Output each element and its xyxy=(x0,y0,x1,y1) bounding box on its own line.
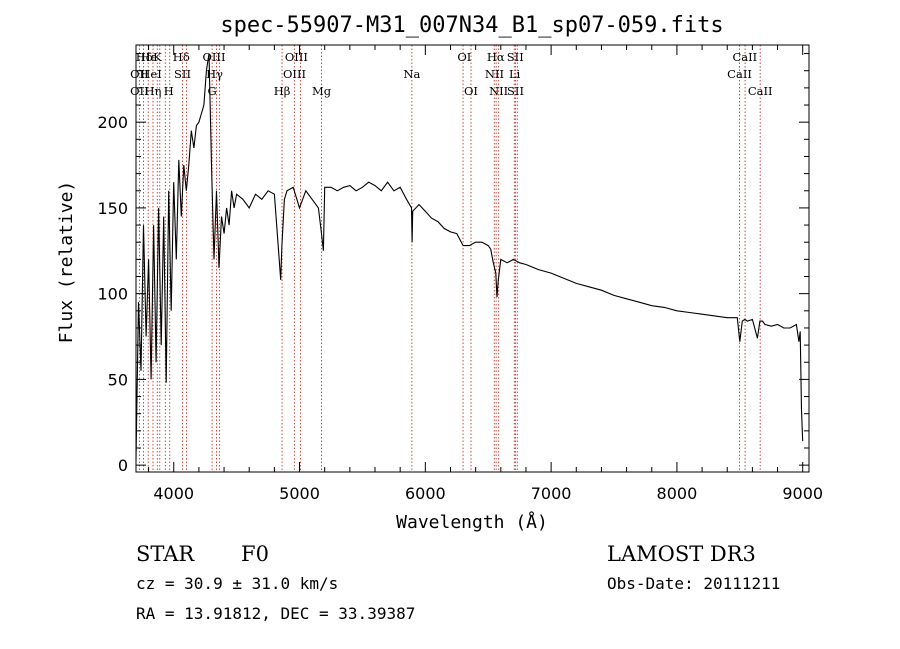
line-marker-label: K xyxy=(153,50,162,64)
spectrum-line xyxy=(135,53,804,461)
line-marker-label: Hγ xyxy=(206,67,223,81)
x-tick-label: 8000 xyxy=(657,484,698,503)
line-marker-label: SII xyxy=(507,50,524,64)
y-tick-label: 150 xyxy=(97,199,128,218)
x-axis-ticks: 4000 5000 6000 7000 8000 9000 xyxy=(148,45,823,503)
line-marker-label: Mg xyxy=(312,84,332,98)
plot-frame xyxy=(135,44,810,473)
line-marker-label: SII xyxy=(507,84,524,98)
y-tick-label: 0 xyxy=(118,456,128,475)
line-marker-label: CaII xyxy=(748,84,773,98)
survey-name: LAMOST DR3 xyxy=(607,542,756,566)
object-class: STAR xyxy=(136,542,195,566)
line-marker-label: Na xyxy=(403,67,420,81)
line-marker-label: OII xyxy=(130,67,149,81)
x-tick-label: 6000 xyxy=(405,484,446,503)
line-marker-label: OIII xyxy=(202,50,225,64)
line-marker-label: CaII xyxy=(727,67,752,81)
line-marker-label: OII xyxy=(130,84,149,98)
line-marker-label: Hε xyxy=(141,50,157,64)
line-marker-label: H xyxy=(164,84,174,98)
line-marker-label: CaII xyxy=(732,50,757,64)
x-axis-label: Wavelength (Å) xyxy=(396,511,548,533)
line-marker-label: OIII xyxy=(283,67,306,81)
x-tick-label: 4000 xyxy=(153,484,194,503)
line-marker-label: OI xyxy=(464,84,478,98)
y-tick-label: 50 xyxy=(108,370,128,389)
y-axis-ticks: 0 50 100 150 200 xyxy=(97,53,809,475)
line-marker-label: OI xyxy=(457,50,471,64)
y-axis-label: Flux (relative) xyxy=(56,181,77,344)
line-marker-label: Li xyxy=(509,67,521,81)
spectral-line-markers xyxy=(138,45,761,472)
line-marker-label: G xyxy=(208,84,217,98)
y-tick-label: 100 xyxy=(97,285,128,304)
line-marker-label: NII xyxy=(485,67,504,81)
line-marker-label: OIII xyxy=(285,50,308,64)
line-marker-label: Hδ xyxy=(173,50,190,64)
y-tick-label: 200 xyxy=(97,113,128,132)
line-marker-label: HeI xyxy=(140,67,161,81)
x-tick-label: 5000 xyxy=(279,484,320,503)
observation-date: Obs-Date: 20111211 xyxy=(607,574,780,593)
line-marker-label: Hα xyxy=(487,50,505,64)
redshift-value: cz = 30.9 ± 31.0 km/s xyxy=(136,574,338,593)
x-tick-label: 9000 xyxy=(782,484,823,503)
coordinates: RA = 13.91812, DEC = 33.39387 xyxy=(136,604,415,623)
spectral-subclass: F0 xyxy=(241,542,269,566)
x-tick-label: 7000 xyxy=(531,484,572,503)
line-marker-label: Hη xyxy=(145,84,162,98)
chart-title: spec-55907-M31_007N34_B1_sp07-059.fits xyxy=(220,13,723,38)
line-marker-label: SII xyxy=(174,67,191,81)
line-marker-label: NII xyxy=(489,84,508,98)
line-marker-label: Hβ xyxy=(274,84,291,98)
